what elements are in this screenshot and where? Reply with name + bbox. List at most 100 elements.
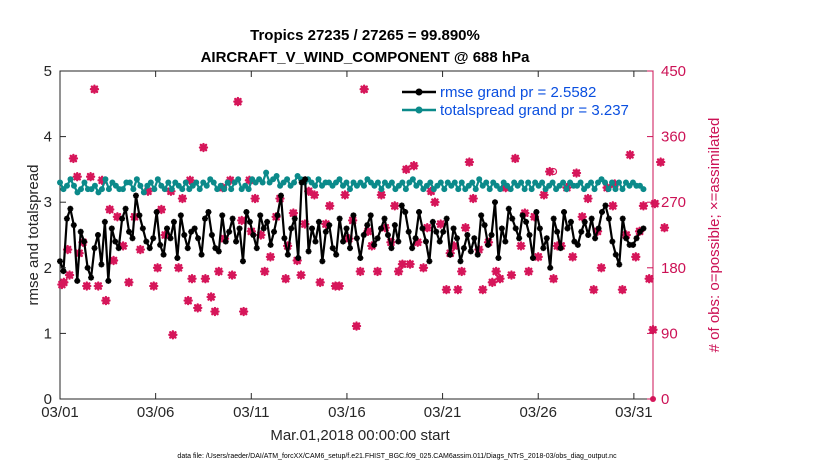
spread-point [577,179,584,186]
obs-assimilated-point [64,270,75,280]
rmse-point [136,212,143,219]
obs-assimilated-point [72,171,82,182]
spread-point [284,176,291,183]
obs-x-mark [491,266,501,277]
rmse-point [554,228,561,235]
spread-point [312,182,319,189]
rmse-point [547,264,554,271]
spread-point [67,176,74,183]
obs-x-mark [435,219,446,229]
obs-x-mark [464,157,475,167]
obs-assimilated-point [468,193,478,204]
rmse-point [512,225,519,232]
obs-x-mark [309,190,320,200]
obs-x-mark [583,193,593,204]
obs-x-mark [418,263,429,273]
obs-assimilated-point [59,277,69,288]
obs-assimilated-point [589,284,599,295]
x-tick-label: 03/16 [328,404,366,421]
rmse-point [67,205,74,212]
spread-point [336,176,343,183]
obs-x-mark [571,168,582,178]
rmse-point [443,215,450,222]
rmse-point [467,248,474,255]
legend-spread-label: totalspread grand pr = 3.237 [440,102,629,119]
obs-x-mark [659,223,670,233]
y-tick-label: 1 [44,325,52,342]
spread-point [179,186,186,193]
rmse-point [436,238,443,245]
rmse-point [529,254,536,261]
y-tick-label: 3 [44,194,52,211]
obs-assimilated-point [457,266,467,277]
obs-x-mark [487,277,498,288]
spread-point [497,186,504,193]
rmse-point [226,228,233,235]
y-tick-label: 2 [44,260,52,277]
spread-point [507,186,514,193]
obs-x-mark [300,219,310,229]
obs-assimilated-point [529,212,540,222]
rmse-point [274,212,281,219]
rmse-point [371,241,378,248]
obs-x-mark [608,201,618,211]
legend-rmse-marker [415,88,423,96]
rmse-point [357,254,364,261]
obs-assimilated-point [608,201,618,211]
obs-assimilated-point [460,223,471,233]
rmse-point [188,228,195,235]
rmse-point [139,225,146,232]
obs-x-mark [193,303,203,313]
obs-assimilated-point [435,219,446,229]
rmse-point [502,238,509,245]
obs-assimilated-point [82,281,92,291]
rmse-point [167,235,174,242]
obs-assimilated-point [583,193,593,204]
rmse-point [195,235,202,242]
obs-assimilated-point [520,208,530,218]
rmse-point [333,251,340,258]
spread-point [563,186,570,193]
spread-point [472,186,479,193]
obs-x-mark [292,255,302,266]
obs-assimilated-point [487,277,498,288]
spread-point [469,179,476,186]
obs-x-mark [152,263,163,273]
spread-point [388,179,395,186]
rmse-point [177,212,184,219]
rmse-point [81,238,88,245]
obs-assimilated-point [380,223,390,233]
obs-assimilated-point [315,277,325,288]
y-axis-label: rmse and totalspread [25,165,42,306]
obs-assimilated-point [156,204,167,215]
spread-point [441,186,448,193]
rmse-point [208,232,215,238]
rmse-point [319,258,326,265]
obs-x-mark [250,193,260,204]
obs-x-mark [393,266,404,277]
rmse-point [143,238,150,245]
obs-x-mark [650,198,660,209]
rmse-point [367,212,374,219]
rmse-point [150,235,157,242]
obs-assimilated-point [152,263,163,273]
obs-x-mark [596,263,607,273]
rmse-point [60,268,67,275]
obs-x-mark [340,190,350,200]
obs-x-mark [506,270,517,280]
rmse-point [233,238,240,245]
obs-assimilated-point [548,274,559,284]
rmse-point [88,274,95,281]
rmse-point [91,245,98,252]
obs-assimilated-point [596,263,607,273]
obs-assimilated-point [405,259,415,269]
rmse-point [388,245,395,252]
obs-assimilated-point [185,175,195,186]
spread-point [91,182,98,189]
spread-point [245,186,252,193]
rmse-point [302,176,309,183]
rmse-point [374,235,381,242]
obs-x-mark [325,201,335,211]
obs-assimilated-point [225,175,235,186]
obs-x-mark [238,306,249,317]
